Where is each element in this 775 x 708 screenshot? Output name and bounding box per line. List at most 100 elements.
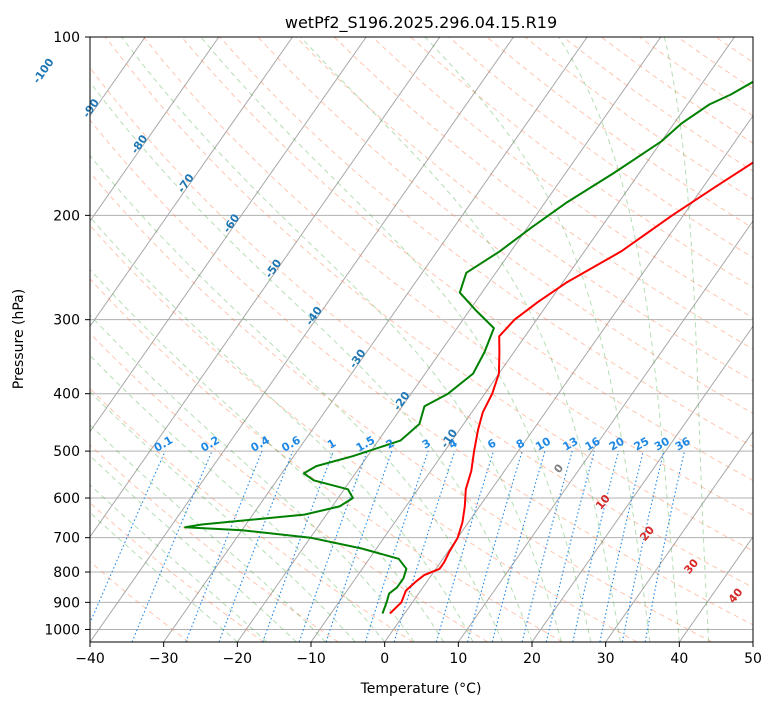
x-tick-label: 30	[597, 651, 615, 667]
moist-adiabat-label: 20	[637, 523, 657, 543]
dry-adiabat-line	[410, 37, 753, 289]
isotherm-line	[90, 37, 220, 222]
isotherm-line	[384, 114, 753, 642]
moist-adiabat-line	[90, 268, 445, 642]
dry-adiabat-line	[639, 37, 753, 117]
mixing-ratio-label: 8	[514, 437, 527, 452]
moist-adiabat-label: 10	[593, 492, 613, 512]
isotherm-label: -80	[128, 132, 150, 156]
moist-adiabat-label: 30	[681, 556, 701, 576]
dry-adiabat-line	[448, 37, 753, 259]
mixing-ratio-line	[364, 450, 429, 642]
x-tick-label: −20	[223, 651, 253, 667]
moist-adiabat-line	[424, 37, 651, 642]
dry-adiabat-line	[104, 37, 753, 552]
dry-adiabat-line	[90, 171, 712, 642]
moist-adiabat-line	[663, 37, 710, 642]
isotherm-label: -30	[347, 347, 369, 371]
dry-adiabat-line	[295, 37, 753, 382]
dry-adiabat-line	[257, 37, 753, 414]
mixing-ratio-label: 2	[384, 437, 397, 452]
mixing-ratio-line	[521, 450, 573, 642]
moist-adiabat-line	[90, 424, 327, 642]
background-lines	[90, 37, 775, 642]
moist-adiabat-line	[90, 314, 415, 642]
moist-adiabat-line	[300, 37, 621, 642]
mixing-ratio-line	[435, 450, 495, 642]
y-tick-label: 400	[53, 387, 80, 403]
mixing-ratio-label: 1	[325, 437, 338, 452]
moist-adiabat-line	[90, 81, 533, 642]
moist-adiabat-line	[121, 37, 562, 642]
dry-adiabat-line	[754, 37, 775, 642]
dewpoint-profile-line	[184, 80, 753, 614]
x-axis-label: Temperature (°C)	[360, 681, 482, 697]
isotherm-label: -20	[391, 389, 413, 413]
dry-adiabat-line	[90, 332, 488, 642]
dry-adiabat-line	[90, 224, 638, 642]
isotherm-line	[90, 37, 367, 433]
mixing-ratio-label: 6	[485, 436, 498, 451]
dry-adiabat-line	[486, 37, 753, 229]
isotherm-line	[90, 37, 293, 328]
x-tick-label: 20	[523, 651, 541, 667]
mixing-ratio-line	[90, 450, 166, 625]
mixing-ratio-line	[262, 450, 334, 642]
background-labels: 0.1 0.2 0.4 0.6 1 1.5 2 3 4 6 8 10 13 16 20 25 30 36-100-…	[30, 56, 745, 606]
dry-adiabat-line	[715, 37, 753, 64]
mixing-ratio-line	[545, 450, 595, 642]
isotherm-line	[90, 37, 441, 538]
moist-adiabat-line	[90, 391, 356, 642]
mixing-ratio-line	[131, 450, 213, 642]
x-tick-label: −40	[75, 651, 105, 667]
y-tick-label: 500	[53, 444, 80, 460]
isotherm-line	[163, 37, 588, 642]
x-tick-label: 40	[670, 651, 688, 667]
dry-adiabat-line	[90, 67, 753, 588]
isotherm-label: -40	[303, 304, 325, 328]
moist-adiabat-line	[90, 484, 268, 642]
dry-adiabat-line	[219, 37, 753, 448]
series-layer	[184, 80, 753, 615]
isotherm-line	[90, 37, 514, 642]
y-tick-label: 600	[53, 491, 80, 507]
moist-adiabat-line	[90, 154, 503, 642]
moist-adiabat-line	[200, 37, 592, 642]
y-tick-label: 900	[53, 595, 80, 611]
isotherm-line	[605, 430, 753, 642]
y-tick-label: 300	[53, 313, 80, 329]
chart-title: wetPf2_S196.2025.296.04.15.R19	[285, 13, 557, 33]
dry-adiabat-line	[90, 119, 753, 626]
temperature-profile-line	[389, 161, 753, 615]
dry-adiabat-line	[90, 502, 264, 642]
dry-adiabat-line	[90, 444, 339, 642]
dry-adiabat-line	[90, 278, 563, 642]
y-tick-label: 1000	[44, 622, 80, 638]
y-tick-label: 200	[53, 208, 80, 224]
y-tick-label: 100	[53, 30, 80, 46]
y-tick-label: 700	[53, 531, 80, 547]
dry-adiabat-line	[90, 388, 414, 642]
mixing-ratio-line	[393, 450, 456, 642]
isotherm-line	[531, 325, 753, 642]
isotherm-line	[752, 641, 753, 642]
isotherm-line	[678, 535, 753, 642]
dry-adiabat-line	[90, 560, 190, 642]
mixing-ratio-line	[466, 450, 523, 642]
moist-adiabat-line	[90, 216, 474, 642]
moist-adiabat-line	[558, 37, 680, 642]
x-axis: −40 −30 −20 −10 0 10 20 30 40 50	[75, 642, 762, 667]
y-axis-label: Pressure (hPa)	[11, 289, 27, 389]
dry-adiabat-line	[601, 37, 753, 144]
dry-adiabat-line	[143, 37, 753, 516]
moist-adiabat-label: 0	[551, 461, 566, 475]
y-axis: 100 200 300 400 500 600 700 800 900 1000	[44, 30, 90, 638]
moist-adiabat-line	[90, 354, 386, 642]
dry-adiabat-line	[677, 37, 753, 90]
mixing-ratio-line	[644, 450, 686, 642]
x-tick-label: 10	[449, 651, 467, 667]
mixing-ratio-line	[599, 450, 644, 642]
x-tick-label: −10	[296, 651, 326, 667]
y-tick-label: 800	[53, 565, 80, 581]
